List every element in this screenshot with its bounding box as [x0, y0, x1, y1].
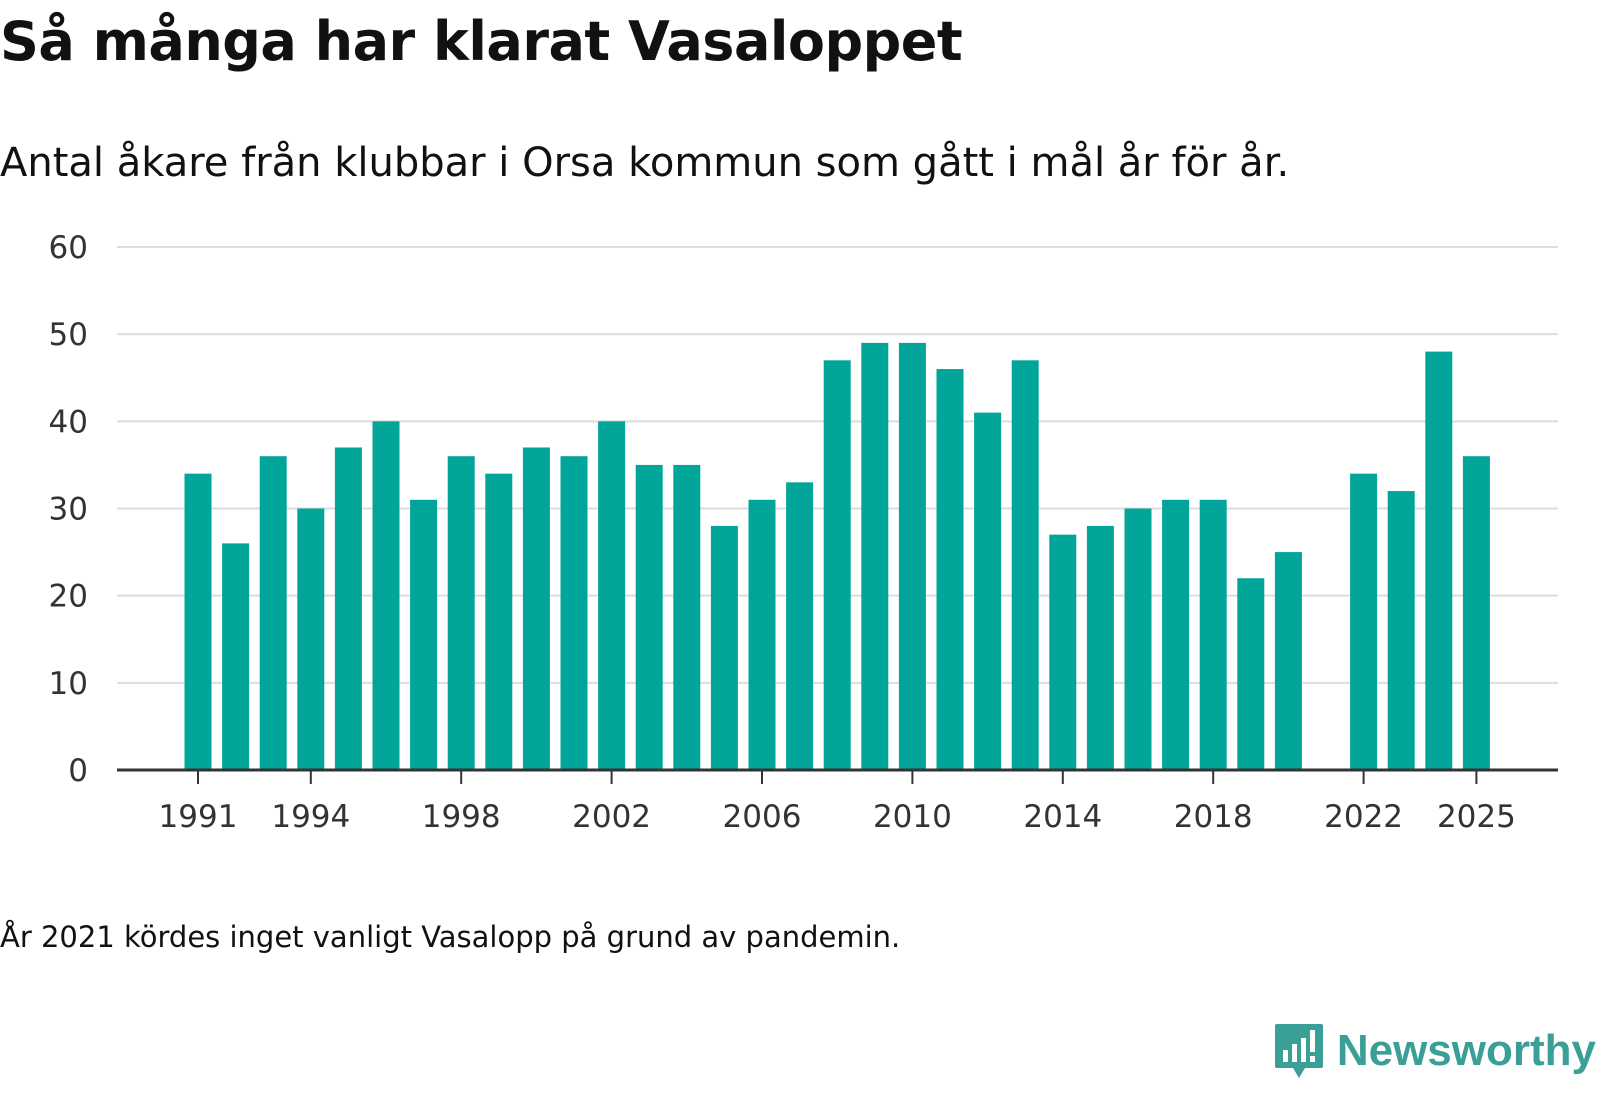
bar-2010 [898, 342, 926, 770]
bars [184, 342, 1490, 770]
bar-2004 [673, 464, 701, 770]
bar-2001 [560, 456, 588, 770]
brand-logo: Newsworthy [1273, 1022, 1596, 1080]
bar-chart: 0 10 20 30 40 50 60 1991 1994 1998 2002 2006 2010 20… [49, 230, 1558, 835]
bar-1998 [447, 456, 475, 770]
y-tick-label: 60 [49, 230, 88, 266]
bar-2018 [1199, 499, 1227, 770]
x-tick-label: 1998 [422, 799, 501, 835]
bar-2011 [936, 369, 964, 770]
bar-2002 [598, 421, 626, 770]
x-tick-label: 1994 [271, 799, 350, 835]
bar-2012 [974, 412, 1002, 770]
x-tick-label: 2022 [1324, 799, 1403, 835]
x-tick-label: 2010 [873, 799, 952, 835]
bar-1992 [222, 543, 250, 770]
chart-footnote: År 2021 kördes inget vanligt Vasalopp på… [0, 920, 901, 954]
brand-name: Newsworthy [1336, 1026, 1596, 1075]
x-tick-label: 2014 [1023, 799, 1102, 835]
bar-2015 [1086, 525, 1114, 770]
bar-2022 [1350, 473, 1378, 770]
bar-2014 [1049, 534, 1077, 770]
bar-2000 [522, 447, 550, 770]
x-tick-label: 1991 [159, 799, 238, 835]
newsworthy-logo-icon [1274, 1024, 1323, 1078]
bar-1991 [184, 473, 212, 770]
bar-2013 [1011, 360, 1039, 770]
x-tick-label: 2018 [1174, 799, 1253, 835]
bar-1995 [334, 447, 362, 770]
bar-2009 [861, 342, 889, 770]
bar-2005 [710, 525, 738, 770]
x-tick-label: 2002 [572, 799, 651, 835]
y-tick-label: 30 [49, 492, 88, 528]
x-tick-label: 2025 [1437, 799, 1516, 835]
bar-1993 [259, 456, 287, 770]
bar-2003 [635, 464, 663, 770]
bar-2007 [786, 482, 814, 770]
bar-2025 [1462, 456, 1490, 770]
bar-2017 [1162, 499, 1190, 770]
y-tick-label: 0 [68, 753, 88, 789]
bar-2008 [823, 360, 851, 770]
x-tick-label: 2006 [723, 799, 802, 835]
bar-2023 [1387, 491, 1415, 770]
y-tick-label: 40 [49, 404, 88, 440]
y-tick-label: 10 [49, 666, 88, 702]
bar-1994 [297, 508, 325, 770]
bar-2020 [1274, 552, 1302, 770]
y-tick-label: 50 [49, 317, 88, 353]
bar-2016 [1124, 508, 1152, 770]
x-axis-ticks: 1991 1994 1998 2002 2006 2010 2014 2018 2022 2025 [159, 770, 1516, 835]
y-axis-ticks: 0 10 20 30 40 50 60 [49, 230, 88, 789]
bar-2024 [1425, 351, 1453, 770]
bar-2019 [1237, 578, 1265, 770]
bar-1999 [485, 473, 513, 770]
y-tick-label: 20 [49, 579, 88, 615]
chart-subtitle: Antal åkare från klubbar i Orsa kommun s… [0, 140, 1290, 186]
chart-title: Så många har klarat Vasaloppet [0, 10, 963, 73]
bar-1996 [372, 421, 400, 770]
bar-2006 [748, 499, 776, 770]
bar-1997 [410, 499, 438, 770]
